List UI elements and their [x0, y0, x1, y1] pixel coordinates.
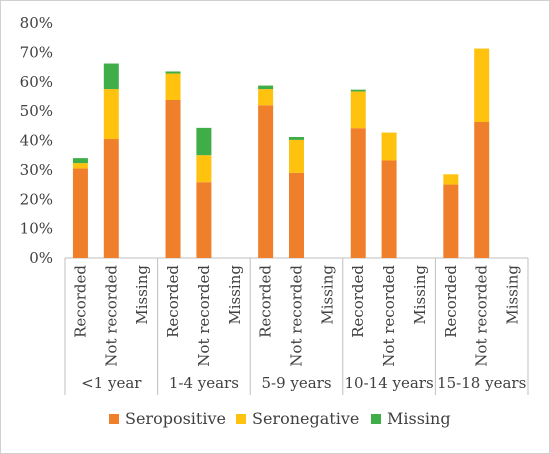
bar-missing: [258, 85, 274, 90]
y-tick-label: 80%: [20, 14, 53, 32]
x-subcategory-label: Missing: [318, 265, 336, 325]
y-tick-label: 60%: [20, 73, 53, 91]
bar-missing: [350, 89, 366, 92]
x-subcategory-label: Recorded: [257, 265, 275, 338]
legend-swatch-missing: [371, 414, 381, 424]
y-tick-label: 10%: [20, 220, 53, 238]
legend-label: Seronegative: [252, 409, 359, 428]
bar-seropositive: [196, 182, 212, 258]
bar-seropositive: [258, 105, 274, 258]
x-subcategory-label: Not recorded: [102, 265, 120, 367]
bar-missing: [289, 136, 304, 140]
y-tick-label: 40%: [20, 132, 53, 150]
y-tick-label: 0%: [29, 249, 53, 267]
x-subcategory-label: Recorded: [349, 265, 367, 338]
x-subcategory-label: Not recorded: [380, 265, 398, 367]
legend-swatch-seronegative: [236, 414, 246, 424]
bar-seropositive: [474, 121, 490, 259]
bar-seronegative: [381, 132, 397, 161]
bar-seronegative: [474, 48, 490, 122]
bar-seropositive: [381, 160, 397, 258]
bar-seropositive: [103, 139, 119, 258]
bar-seropositive: [443, 184, 459, 258]
bar-seropositive: [289, 172, 304, 258]
x-subcategory-label: Missing: [504, 265, 522, 325]
legend-swatch-seropositive: [109, 414, 119, 424]
x-group-label: 10-14 years: [345, 374, 434, 392]
x-subcategory-label: Missing: [226, 265, 244, 325]
bar-missing: [103, 63, 119, 90]
y-tick-label: 30%: [20, 161, 53, 179]
x-subcategory-label: Not recorded: [473, 265, 491, 367]
y-tick-label: 50%: [20, 102, 53, 120]
bar-seronegative: [443, 174, 459, 185]
bar-seropositive: [350, 128, 366, 258]
bar-seropositive: [72, 168, 88, 258]
bar-seronegative: [165, 73, 181, 100]
bar-seronegative: [350, 91, 366, 129]
bar-seronegative: [289, 139, 304, 173]
legend-label: Missing: [387, 409, 451, 428]
bar-missing: [196, 127, 212, 156]
x-subcategory-label: Not recorded: [288, 265, 306, 367]
bar-missing: [165, 71, 181, 74]
x-group-label: 5-9 years: [261, 374, 331, 392]
x-subcategory-label: Recorded: [164, 265, 182, 338]
bar-missing: [72, 158, 88, 164]
x-subcategory-label: Missing: [133, 265, 151, 325]
x-subcategory-label: Not recorded: [195, 265, 213, 367]
x-group-label: <1 year: [81, 374, 142, 392]
bar-seropositive: [165, 99, 181, 259]
bar-seronegative: [103, 89, 119, 140]
x-subcategory-label: Recorded: [71, 265, 89, 338]
y-tick-label: 20%: [20, 190, 53, 208]
y-tick-label: 70%: [20, 43, 53, 61]
x-group-label: 15-18 years: [437, 374, 526, 392]
bar-seronegative: [72, 163, 88, 169]
bar-seronegative: [258, 89, 274, 106]
bar-seronegative: [196, 155, 212, 183]
x-subcategory-label: Recorded: [442, 265, 460, 338]
x-subcategory-label: Missing: [411, 265, 429, 325]
legend-label: Seropositive: [125, 409, 226, 428]
x-group-label: 1-4 years: [169, 374, 239, 392]
